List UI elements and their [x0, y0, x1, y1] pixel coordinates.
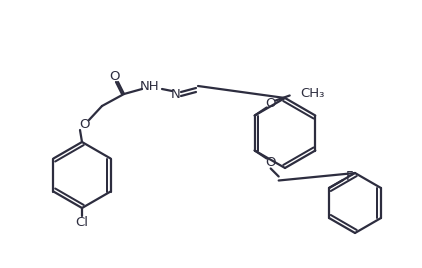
Text: Cl: Cl: [76, 215, 89, 229]
Text: CH₃: CH₃: [301, 87, 325, 100]
Text: NH: NH: [140, 80, 160, 92]
Text: O: O: [265, 97, 276, 110]
Text: O: O: [109, 69, 119, 83]
Text: O: O: [265, 156, 276, 169]
Text: F: F: [345, 169, 353, 183]
Text: N: N: [171, 87, 181, 100]
Text: O: O: [79, 117, 89, 131]
